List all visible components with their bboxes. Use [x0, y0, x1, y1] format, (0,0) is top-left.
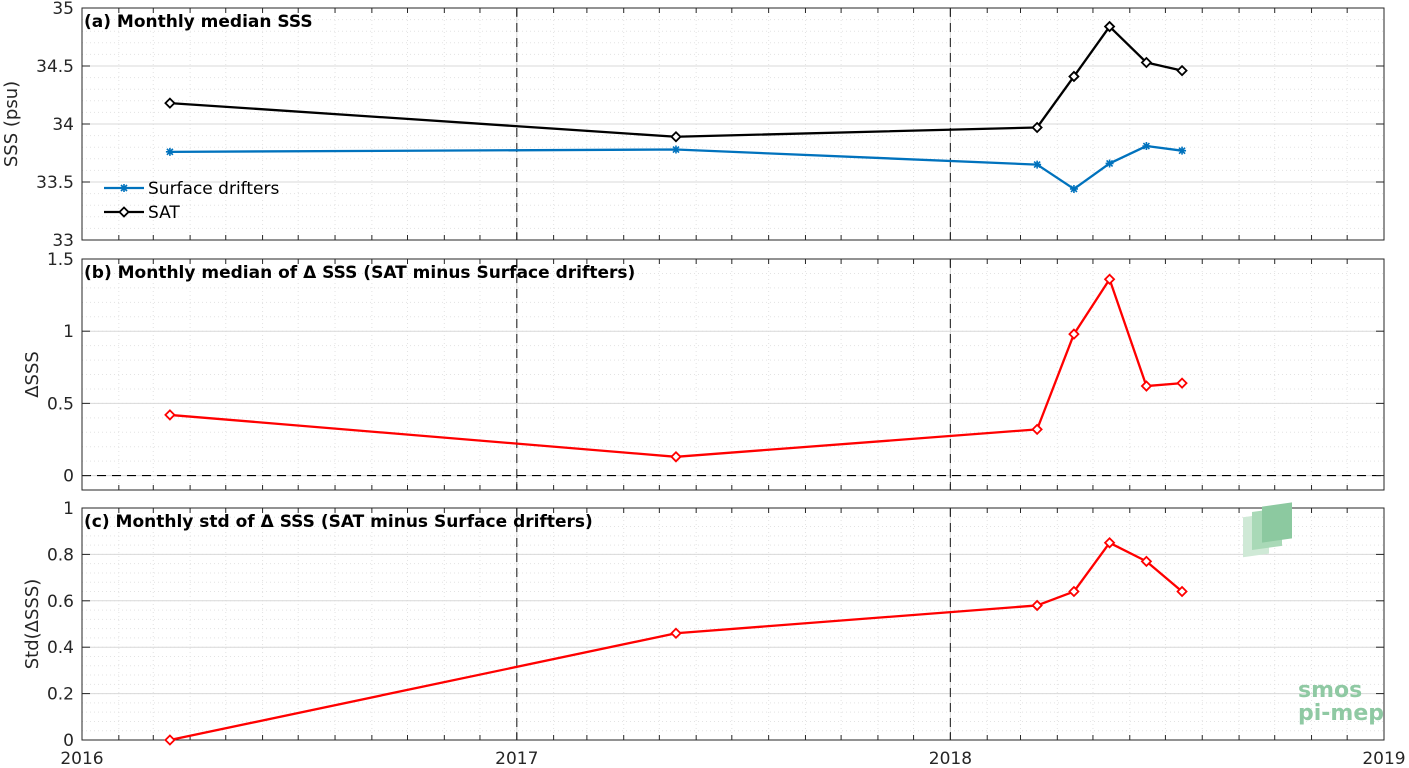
data-point: [164, 734, 176, 746]
data-point: [1033, 160, 1042, 169]
y-axis-label: ΔSSS: [22, 351, 43, 398]
data-point: [1103, 537, 1116, 549]
panel-a: 33 33.5 34 34.5 35 SSS (psu) (a) Monthly media…: [1, 0, 1385, 251]
y-tick-label: 1: [63, 499, 74, 519]
data-point: [1069, 184, 1078, 193]
y-tick-label: 33.5: [36, 173, 74, 193]
axes-box: [81, 258, 1385, 491]
y-tick-label: 35: [52, 0, 74, 19]
series-surface-drifters: [165, 142, 1187, 193]
data-point: [1068, 328, 1080, 340]
data-point: [1068, 70, 1080, 83]
panel-b: 0 0.5 1 1.5 ΔSSS (b) Monthly median of Δ SSS …: [22, 250, 1385, 491]
y-tick-label: 0: [63, 467, 74, 487]
data-point: [1105, 159, 1114, 168]
data-point: [670, 627, 682, 640]
x-tick-label: 2016: [60, 749, 103, 768]
data-point: [1068, 585, 1080, 598]
data-point: [1103, 20, 1116, 33]
legend-label: SAT: [148, 203, 180, 223]
legend-marker: [120, 184, 128, 192]
data-point: [1142, 142, 1151, 151]
panel-c: 0 0.2 0.4 0.6 0.8 1 Std(ΔSSS) (c) Monthly std o…: [22, 499, 1385, 751]
data-point: [1178, 146, 1187, 155]
data-point: [1176, 585, 1188, 598]
series-delta-1: [164, 273, 1188, 463]
y-tick-label: 0.4: [47, 638, 74, 658]
y-tick-label: 0.8: [47, 545, 74, 565]
series-sat: [164, 20, 1188, 143]
y-axis-label: SSS (psu): [1, 81, 22, 167]
axes-box: [81, 507, 1385, 741]
data-point: [671, 145, 680, 154]
series-delta-2: [164, 537, 1188, 746]
y-tick-label: 33: [52, 231, 74, 251]
legend: Surface drifters SAT: [104, 179, 279, 223]
data-point: [1140, 555, 1153, 568]
x-tick-labels: 2016 2017 2018 2019: [60, 749, 1405, 768]
data-point: [164, 409, 176, 421]
data-point: [1140, 380, 1153, 392]
data-point: [1176, 377, 1188, 389]
x-tick-label: 2018: [929, 749, 972, 768]
y-tick-label: 1: [63, 322, 74, 342]
data-point: [670, 130, 682, 143]
panels: 33 33.5 34 34.5 35 SSS (psu) (a) Monthly media…: [1, 0, 1385, 751]
data-point: [1103, 273, 1116, 285]
panel-title: (c) Monthly std of Δ SSS (SAT minus Surf…: [84, 512, 593, 532]
data-point: [165, 147, 174, 156]
x-tick-label: 2019: [1362, 749, 1405, 768]
y-tick-label: 0.2: [47, 685, 74, 705]
y-tick-label: 0.6: [47, 592, 74, 612]
y-tick-label: 0.5: [47, 394, 74, 414]
legend-label: Surface drifters: [148, 179, 279, 199]
data-point: [1031, 599, 1043, 612]
data-point: [1031, 121, 1043, 134]
panel-title: (a) Monthly median SSS: [84, 12, 313, 32]
y-tick-label: 0: [63, 731, 74, 751]
logo-mark-3: [1262, 502, 1292, 543]
data-point: [670, 451, 682, 463]
data-point: [1140, 56, 1153, 69]
x-tick-label: 2017: [495, 749, 538, 768]
data-point: [1176, 64, 1188, 77]
series-line: [169, 541, 1183, 742]
y-tick-label: 34: [52, 115, 74, 135]
data-point: [1031, 423, 1043, 436]
series-line: [169, 278, 1183, 458]
y-tick-label: 34.5: [36, 57, 74, 77]
smos-pimep-logo: smos pi-mep: [1243, 502, 1384, 726]
data-point: [164, 97, 176, 109]
logo-line-2: pi-mep: [1298, 701, 1384, 726]
y-axis-label: Std(ΔSSS): [22, 579, 43, 670]
logo-line-1: smos: [1298, 678, 1362, 703]
legend-marker: [118, 206, 130, 218]
panel-title: (b) Monthly median of Δ SSS (SAT minus S…: [84, 263, 635, 283]
y-tick-label: 1.5: [47, 250, 74, 270]
